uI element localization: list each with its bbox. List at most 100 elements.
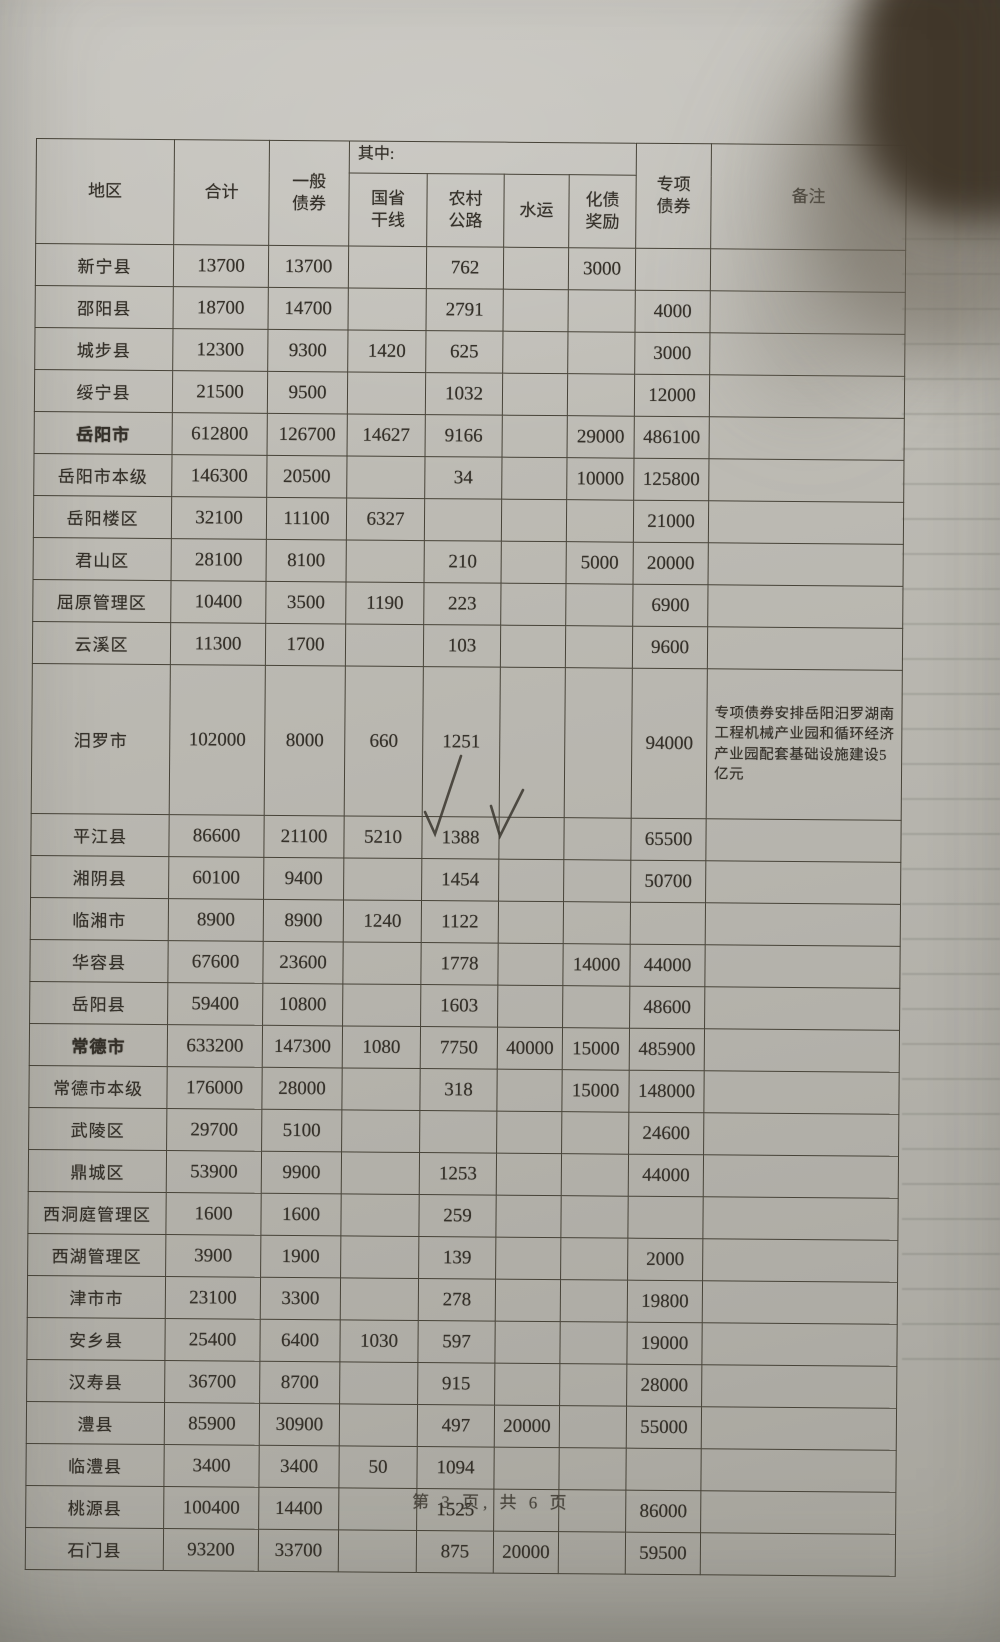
table-row: 安乡县 25400 6400 1030 597 19000 — [26, 1317, 898, 1367]
cell-water — [498, 901, 564, 944]
cell-debt — [561, 1153, 629, 1197]
cell-general: 126700 — [267, 413, 348, 456]
cell-general: 8000 — [264, 665, 346, 816]
cell-general: 1900 — [260, 1235, 341, 1278]
cell-water — [498, 817, 565, 860]
table-row: 临湘市 8900 8900 1240 1122 — [30, 897, 901, 947]
cell-region: 华容县 — [29, 939, 169, 983]
header-debt-reward: 化债 奖励 — [568, 174, 637, 249]
cell-water — [497, 985, 563, 1028]
cell-debt — [559, 1321, 628, 1365]
cell-total: 633200 — [167, 1024, 263, 1068]
cell-trunk: 1080 — [342, 1025, 421, 1069]
cell-total: 36700 — [164, 1360, 260, 1404]
cell-remark: 专项债券安排岳阳汨罗湖南工程机械产业园和循环经济产业园配套基础设施建设5亿元 — [706, 668, 903, 821]
cell-rural: 1032 — [425, 372, 503, 416]
cell-general: 23600 — [262, 941, 344, 984]
cell-general: 28000 — [261, 1067, 343, 1110]
cell-water — [494, 1321, 561, 1364]
cell-general: 9900 — [261, 1151, 342, 1194]
cell-special: 20000 — [633, 542, 709, 585]
cell-general: 1600 — [260, 1193, 342, 1236]
cell-remark — [708, 542, 904, 587]
table-row: 云溪区 11300 1700 103 9600 — [32, 621, 903, 671]
header-special-bond: 专项 债券 — [635, 143, 712, 249]
cell-total: 13700 — [173, 244, 269, 288]
cell-special: 44000 — [628, 1154, 704, 1197]
cell-debt — [563, 901, 631, 945]
cell-remark — [708, 458, 905, 503]
cell-region: 君山区 — [33, 537, 172, 581]
cell-remark — [705, 818, 902, 863]
cell-region: 石门县 — [25, 1527, 164, 1571]
cell-total: 18700 — [173, 286, 269, 330]
cell-special: 2000 — [627, 1238, 703, 1281]
cell-remark — [708, 500, 904, 545]
cell-trunk: 1240 — [343, 899, 422, 943]
cell-remark — [704, 986, 900, 1031]
cell-rural: 1253 — [419, 1152, 497, 1196]
cell-total: 100400 — [163, 1486, 259, 1530]
cell-total: 67600 — [167, 940, 264, 984]
cell-water — [502, 289, 569, 332]
cell-trunk: 50 — [338, 1445, 418, 1489]
table-row: 津市市 23100 3300 278 19800 — [27, 1275, 898, 1325]
cell-region: 澧县 — [26, 1401, 165, 1445]
cell-trunk: 14627 — [347, 413, 426, 457]
cell-remark — [705, 902, 901, 947]
cell-rural — [424, 498, 502, 542]
cell-general: 9500 — [267, 371, 348, 414]
table-body: 新宁县 13700 13700 762 3000 邵阳县 18700 14700 2791 400… — [25, 243, 906, 1577]
cell-trunk: 1030 — [339, 1319, 419, 1363]
cell-trunk — [348, 287, 427, 331]
cell-special: 19000 — [626, 1322, 703, 1365]
cell-water — [503, 247, 569, 290]
page-showthrough-lines — [902, 238, 1000, 1373]
cell-water — [498, 859, 564, 902]
cell-special: 48600 — [629, 986, 705, 1029]
table-row: 岳阳县 59400 10800 1603 48600 — [29, 981, 900, 1031]
cell-rural: 2791 — [425, 288, 504, 332]
cell-special: 486100 — [634, 416, 710, 459]
cell-general: 10800 — [262, 983, 343, 1026]
cell-general: 11100 — [266, 497, 347, 540]
cell-general: 6400 — [259, 1319, 341, 1362]
cell-trunk — [342, 983, 421, 1027]
cell-rural: 278 — [418, 1278, 496, 1322]
table-row: 华容县 67600 23600 1778 14000 44000 — [29, 939, 901, 989]
table-row: 屈原管理区 10400 3500 1190 223 6900 — [32, 579, 904, 629]
cell-trunk — [339, 1361, 418, 1405]
cell-total: 59400 — [167, 982, 263, 1026]
cell-rural: 223 — [423, 582, 502, 626]
table-row: 鼎城区 53900 9900 1253 44000 — [28, 1149, 899, 1199]
cell-rural: 1603 — [420, 984, 498, 1028]
cell-total: 21500 — [172, 370, 268, 414]
cell-rural: 210 — [424, 540, 502, 584]
cell-special: 19800 — [627, 1280, 703, 1323]
cell-general: 33700 — [258, 1529, 339, 1572]
cell-total: 93200 — [163, 1528, 259, 1572]
table-row: 平江县 86600 21100 5210 1388 65500 — [30, 813, 902, 863]
cell-region: 临澧县 — [25, 1443, 165, 1487]
cell-region: 云溪区 — [32, 621, 171, 665]
cell-water — [496, 1069, 563, 1112]
cell-trunk — [340, 1193, 420, 1237]
cell-region: 岳阳市 — [34, 411, 173, 455]
cell-water — [502, 373, 568, 416]
cell-remark — [701, 1364, 897, 1409]
cell-region: 岳阳市本级 — [33, 453, 173, 497]
cell-total: 11300 — [170, 622, 266, 666]
cell-trunk — [338, 1487, 417, 1531]
cell-total: 85900 — [164, 1402, 260, 1446]
cell-special: 28000 — [626, 1364, 702, 1407]
cell-trunk: 1420 — [347, 329, 426, 373]
cell-total: 28100 — [171, 538, 267, 582]
header-of-which: 其中: — [349, 140, 637, 176]
cell-rural: 1388 — [421, 816, 500, 860]
cell-water — [501, 541, 567, 584]
cell-rural: 34 — [424, 456, 503, 500]
cell-trunk — [339, 1403, 418, 1447]
cell-special: 24600 — [628, 1112, 704, 1155]
cell-general: 5100 — [261, 1109, 342, 1152]
